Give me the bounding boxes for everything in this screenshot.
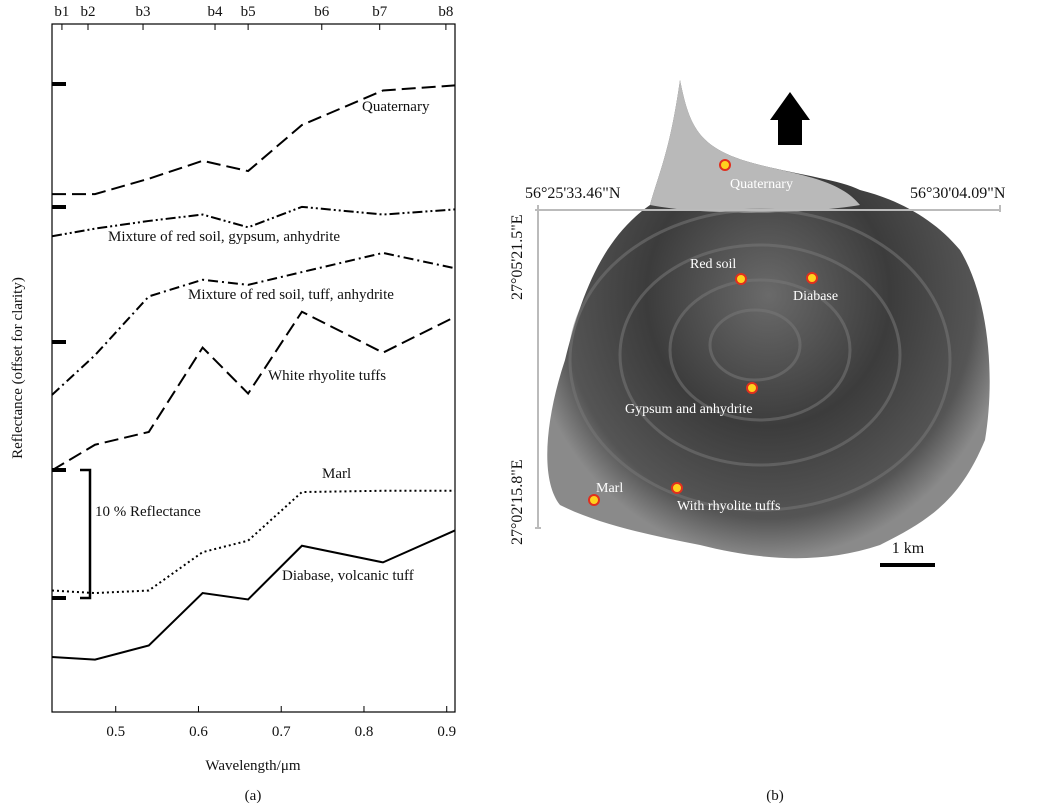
band-label: b3 xyxy=(136,4,151,20)
x-tick-label: 0.5 xyxy=(106,724,125,740)
x-tick-label: 0.7 xyxy=(272,724,291,740)
north-arrow xyxy=(770,92,810,145)
x-tick-label: 0.8 xyxy=(355,724,374,740)
coord-label: 56°30'04.09"N xyxy=(910,185,1006,202)
y-axis-label: Reflectance (offset for clarity) xyxy=(10,277,26,459)
series-label: Mixture of red soil, gypsum, anhydrite xyxy=(108,229,340,245)
x-axis-label: Wavelength/μm xyxy=(205,758,300,774)
site-label: With rhyolite tuffs xyxy=(677,499,780,514)
band-label: b4 xyxy=(208,4,224,20)
caption: (a) xyxy=(245,788,262,804)
site-label: Red soil xyxy=(690,257,736,272)
series-label: Marl xyxy=(322,466,351,482)
spectrum-line xyxy=(51,489,455,595)
plot: 0.5 0.6 0.7 0.8 0.9 b1 b2 b3 b4 b5 b6 b7 b8 Quaternar… xyxy=(51,4,456,740)
band-label: b2 xyxy=(80,4,95,20)
band-label: b8 xyxy=(438,4,453,20)
site-label: Gypsum and anhydrite xyxy=(625,402,753,417)
scale-label: 1 km xyxy=(892,540,925,557)
plot-frame xyxy=(51,23,456,713)
series-label: Mixture of red soil, tuff, anhydrite xyxy=(188,287,394,303)
series-label: Diabase, volcanic tuff xyxy=(282,568,414,584)
band-label: b7 xyxy=(372,4,388,20)
x-tick-label: 0.6 xyxy=(189,724,208,740)
coord-label: 27°02'15.8"E xyxy=(509,459,526,545)
coord-label: 27°05'21.5"E xyxy=(509,214,526,300)
map: 1 km 56°25'33.46"N 56°30'04.09"N 27°05'2… xyxy=(509,80,1006,804)
spectrum-line xyxy=(51,310,456,472)
spectrum-line xyxy=(52,84,456,196)
band-label: b6 xyxy=(314,4,330,20)
band-label: b1 xyxy=(54,4,69,20)
band-label: b5 xyxy=(241,4,256,20)
x-tick-label: 0.9 xyxy=(437,724,456,740)
spectrum-line xyxy=(51,529,456,661)
coord-label: 56°25'33.46"N xyxy=(525,185,621,202)
scale-label: 10 % Reflectance xyxy=(95,504,201,520)
scale-bracket xyxy=(80,468,92,600)
spectrum-line xyxy=(51,205,456,238)
site-label: Marl xyxy=(596,481,623,496)
offset-marks xyxy=(52,82,66,600)
spectrum-line xyxy=(51,251,456,396)
series-label: White rhyolite tuffs xyxy=(268,368,386,384)
series-label: Quaternary xyxy=(362,99,430,115)
caption: (b) xyxy=(766,788,784,804)
town-area xyxy=(650,80,860,213)
site-label: Quaternary xyxy=(730,177,793,192)
site-label: Diabase xyxy=(793,289,838,304)
